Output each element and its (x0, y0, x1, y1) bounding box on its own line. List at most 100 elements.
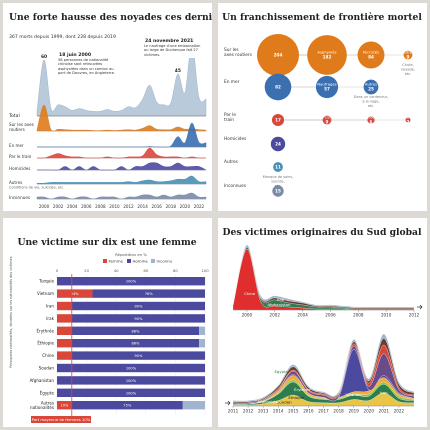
bubble-par-le-train-autres (405, 117, 411, 123)
stream-autres (232, 244, 415, 309)
x-tick-label: 100 (201, 268, 209, 273)
x-tick-label: 2018 (166, 204, 177, 209)
bubble-inconnues (272, 185, 284, 197)
bar-label: 86% (131, 329, 140, 333)
category-label-erythree: Érythrée (36, 328, 54, 333)
row-label-sur-les-axes-routiers: Sur les (224, 47, 239, 53)
femmes-title: Une victime sur dix est une femme (17, 237, 196, 248)
bubble-note: etc. (405, 72, 412, 76)
bubble-value: 2 (407, 120, 410, 125)
x-tick-label: 2002 (270, 313, 281, 318)
bar-label: 90% (134, 354, 143, 358)
stream-label-vietnam: Vietnam (346, 392, 362, 397)
x-tick-label: 2002 (53, 204, 64, 209)
bubble-label: Percutés (363, 50, 379, 55)
x-tick-label: 2012 (243, 409, 254, 414)
bar-label: 100% (126, 379, 137, 383)
x-tick-label: 2014 (137, 204, 148, 209)
noyades-chart: Une forte hausse des noyades ces dernièr… (8, 12, 212, 209)
x-tick-label: 2020 (364, 409, 375, 414)
bar-segment-femme (57, 301, 72, 311)
row-label-en-mer: En mer (9, 143, 24, 148)
x-tick-label: 2008 (95, 204, 106, 209)
x-tick-label: 2018 (333, 409, 344, 414)
bar-segment-femme (57, 289, 93, 298)
x-tick-label: 2022 (194, 204, 205, 209)
stream-label-erythree: Érythrée (294, 387, 311, 392)
bar-label: 100% (126, 280, 137, 284)
mean-line-label-box (31, 416, 91, 423)
bar-segment-inconnu (182, 401, 205, 410)
x-tick-label: 2015 (288, 409, 299, 414)
row-label-sur-les-axes-routiers: routiers (9, 127, 25, 132)
bar-segment-homme (57, 277, 205, 286)
bubble-value: 204 (274, 53, 283, 58)
x-tick-label: 2004 (297, 313, 308, 318)
bubble-label: Asphyxiés (317, 50, 336, 55)
stream-label-soudan: Soudan (277, 400, 292, 405)
legend-swatch-femme (103, 259, 107, 263)
stream-label-ethiopie: Éthiopie (288, 395, 304, 400)
bubble-value: 24 (275, 142, 281, 147)
bubble-sur-les-axes-routiers-asphyxies (307, 35, 347, 75)
stream-label-chine: Chine (244, 291, 256, 296)
x-tick-label: 2022 (394, 409, 405, 414)
category-label-soudan: Soudan (39, 366, 55, 371)
bubble-en-mer (264, 73, 292, 101)
legend-label-inconnu: Inconnu (157, 259, 173, 264)
x-tick-label: 0 (56, 268, 59, 273)
continuation-arrow-icon (225, 400, 231, 406)
row-label-autres: Autres (9, 180, 22, 185)
stream-label-irak: Irak (277, 297, 285, 302)
x-tick-label: 2019 (348, 409, 359, 414)
bubble-label: Naufrages (317, 82, 337, 87)
bubble-note: suicide, (271, 180, 284, 184)
bubble-value: 25 (368, 87, 374, 92)
row-label-autres: Autres (224, 159, 239, 165)
legend-label-homme: Homme (133, 259, 149, 264)
legend-swatch-inconnu (151, 259, 155, 263)
panel-frontiere: Un franchissement de frontière mortel Su… (218, 3, 427, 211)
category-label-vietnam: Vietnam (37, 291, 54, 296)
noyades-subtitle: 367 morts depuis 1999, dont 228 depuis 2… (9, 34, 116, 40)
noyades-annotation-1-title: 18 juin 2000 (59, 52, 91, 58)
series-area-en-mer (37, 122, 207, 148)
x-tick-label: 2020 (180, 204, 191, 209)
bubble-label: Autres (365, 82, 377, 87)
bubble-label: Percutés (319, 115, 335, 120)
row-label-sur-les-axes-routiers: Sur les axes (9, 122, 34, 127)
sud-title: Des victimes originaires du Sud global (223, 227, 422, 238)
bubble-value: 182 (323, 55, 332, 60)
bubble-value: 15 (275, 189, 281, 194)
bubble-note: Manque de soins, (263, 175, 294, 179)
x-tick-label: 2014 (273, 409, 284, 414)
bar-segment-homme (71, 351, 205, 360)
row-label-en-mer: En mer (224, 79, 240, 85)
bubble-sur-les-axes-routiers (257, 34, 299, 76)
bar-segment-homme (71, 301, 205, 311)
bubble-par-le-train-percutes (322, 115, 332, 125)
bar-segment-femme (57, 401, 72, 410)
x-tick-label: 20 (84, 268, 89, 273)
bubble-sur-les-axes-routiers-autres (403, 50, 413, 60)
noyades-annotation-2-text: Le naufrage d'une embarcation au large d… (144, 44, 201, 57)
bar-segment-homme (57, 363, 205, 373)
x-tick-label: 2008 (353, 313, 364, 318)
bar-label: 100% (126, 367, 137, 371)
series-area-sur-les-axes-routiers (36, 104, 207, 132)
stream-chine (232, 248, 414, 311)
category-label-egypte: Égypte (40, 390, 55, 395)
stream-label-afghanistan: Afghanistan (258, 399, 282, 404)
panel-sud: Des victimes originaires du Sud global 2… (218, 218, 427, 427)
category-label-autres-nationalites: nationalités (30, 405, 54, 410)
x-tick-label: 2016 (303, 409, 314, 414)
x-tick-label: 2006 (325, 313, 336, 318)
row-label-par-le-train: Par le (224, 112, 236, 118)
bubble-autres (273, 162, 283, 172)
noyades-title: Une forte hausse des noyades ces dernièr… (9, 12, 212, 23)
row-label-total: Total (8, 113, 20, 119)
row-label-homicides: Homicides (224, 136, 247, 142)
x-tick-label: 2012 (123, 204, 134, 209)
continuation-arrow-icon (417, 304, 423, 310)
noyades-annotation-1-text: 58 personnes de nationalité chinoise son… (58, 58, 115, 76)
